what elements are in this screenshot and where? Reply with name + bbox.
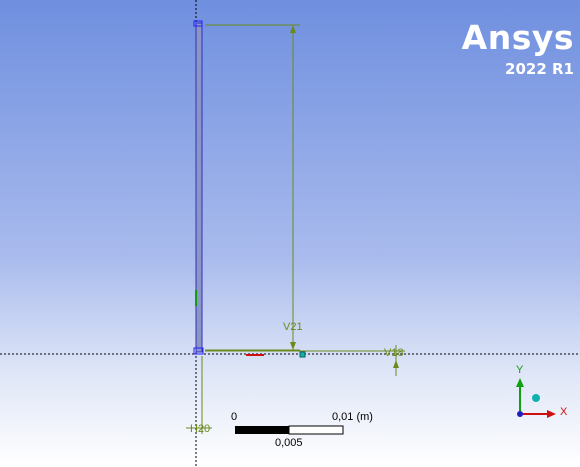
point-marker[interactable] [299, 351, 306, 358]
dim-v21-arrow-bottom [290, 342, 296, 350]
vertex-bottom-marker[interactable] [193, 347, 204, 355]
scale-mid-label: 0,005 [275, 437, 303, 449]
dim-v18-arrow [393, 360, 399, 368]
triad-y-label: Y [516, 364, 524, 376]
sketch-rectangle[interactable] [195, 22, 203, 353]
orientation-triad[interactable]: Y X [516, 364, 568, 418]
scale-end-label: 0,01 (m) [332, 411, 373, 423]
triad-iso-dot[interactable] [532, 394, 540, 402]
dim-v18-label[interactable]: V18 [384, 347, 404, 359]
triad-x-label: X [560, 406, 568, 418]
dim-v21-arrow-top [290, 25, 296, 33]
scale-start-label: 0 [231, 411, 237, 423]
scale-bar-white-segment [288, 425, 344, 435]
ansys-logo: Ansys [461, 18, 574, 57]
triad-y-arrowhead [516, 378, 524, 387]
vertex-top-marker[interactable] [193, 20, 203, 27]
dim-h20-label[interactable]: H20 [190, 423, 210, 435]
scale-bar: 0 0,01 (m) 0,005 [231, 411, 373, 449]
dim-v21-label[interactable]: V21 [283, 321, 303, 333]
triad-x-arrowhead [547, 410, 556, 418]
triad-origin-dot [517, 411, 523, 417]
version-label: 2022 R1 [505, 60, 574, 78]
scale-bar-black-segment [235, 426, 289, 434]
